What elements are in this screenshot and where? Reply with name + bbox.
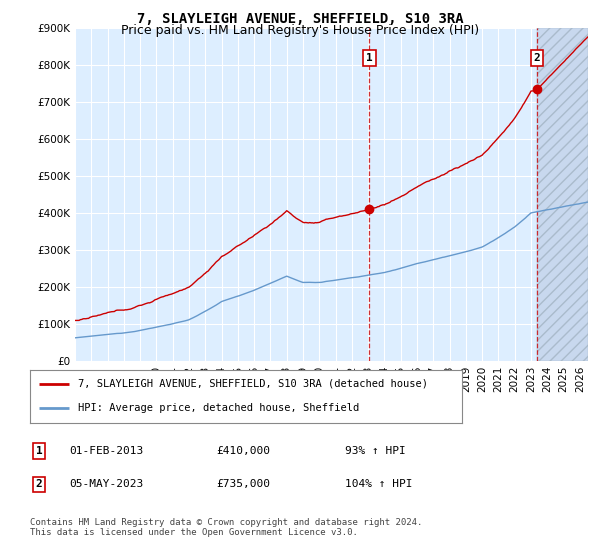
- Text: Contains HM Land Registry data © Crown copyright and database right 2024.
This d: Contains HM Land Registry data © Crown c…: [30, 518, 422, 538]
- Text: 7, SLAYLEIGH AVENUE, SHEFFIELD, S10 3RA (detached house): 7, SLAYLEIGH AVENUE, SHEFFIELD, S10 3RA …: [77, 379, 428, 389]
- Bar: [537, 28, 588, 361]
- Text: 05-MAY-2023: 05-MAY-2023: [69, 479, 143, 489]
- Text: 01-FEB-2013: 01-FEB-2013: [69, 446, 143, 456]
- Text: Price paid vs. HM Land Registry's House Price Index (HPI): Price paid vs. HM Land Registry's House …: [121, 24, 479, 36]
- Text: 2: 2: [35, 479, 43, 489]
- Text: 7, SLAYLEIGH AVENUE, SHEFFIELD, S10 3RA: 7, SLAYLEIGH AVENUE, SHEFFIELD, S10 3RA: [137, 12, 463, 26]
- Text: HPI: Average price, detached house, Sheffield: HPI: Average price, detached house, Shef…: [77, 403, 359, 413]
- Text: £410,000: £410,000: [216, 446, 270, 456]
- Text: £735,000: £735,000: [216, 479, 270, 489]
- Text: 2: 2: [533, 53, 541, 63]
- Text: 93% ↑ HPI: 93% ↑ HPI: [345, 446, 406, 456]
- Text: 1: 1: [35, 446, 43, 456]
- Text: 1: 1: [366, 53, 373, 63]
- Text: 104% ↑ HPI: 104% ↑ HPI: [345, 479, 413, 489]
